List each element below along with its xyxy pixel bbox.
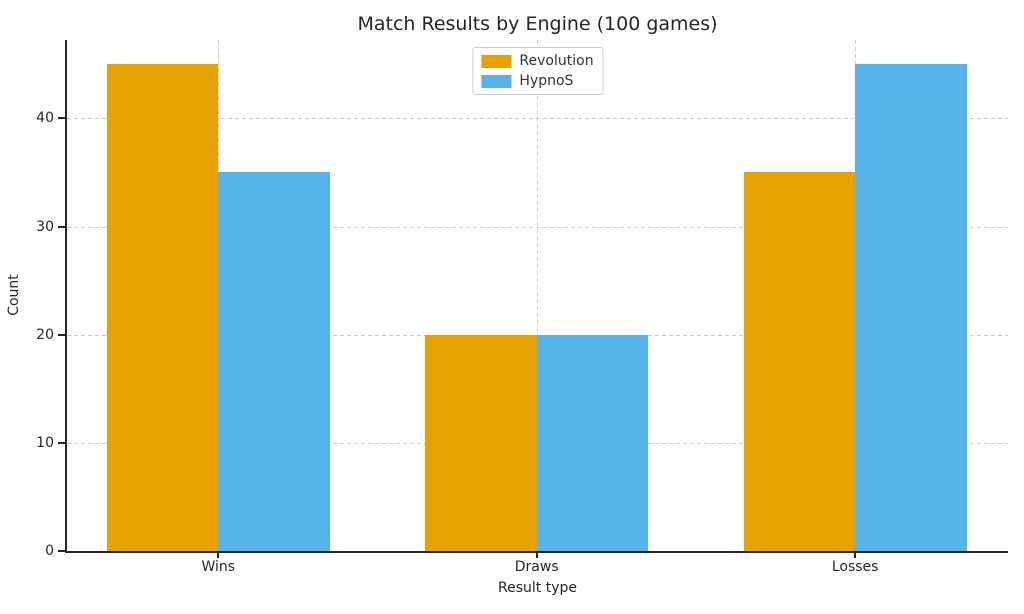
bar-revolution-draws	[425, 334, 537, 551]
y-tick-mark-20	[58, 333, 65, 336]
y-tick-mark-30	[58, 225, 65, 228]
bar-hypnos-wins	[218, 172, 330, 551]
y-tick-label-20: 20	[36, 326, 54, 343]
bar-hypnos-draws	[536, 334, 649, 551]
y-tick-mark-10	[58, 441, 65, 444]
x-tick-label-wins: Wins	[201, 559, 236, 575]
x-tick-mark-losses	[854, 551, 857, 558]
legend-item-hypnos: HypnoS	[481, 73, 593, 89]
legend-swatch-revolution	[481, 54, 512, 68]
chart-title: Match Results by Engine (100 games)	[357, 13, 718, 35]
y-tick-label-10: 10	[36, 434, 54, 451]
legend-label-revolution: Revolution	[519, 53, 594, 69]
bar-revolution-wins	[106, 64, 219, 551]
y-axis-spine	[65, 40, 67, 553]
plot-area	[65, 40, 1008, 553]
bar-hypnos-losses	[855, 64, 967, 551]
y-axis-label: Count	[6, 274, 22, 316]
x-tick-label-losses: Losses	[831, 559, 879, 575]
y-tick-mark-40	[58, 117, 65, 120]
gridline-x-draws	[536, 40, 538, 551]
x-tick-mark-wins	[217, 551, 220, 558]
y-tick-label-40: 40	[36, 110, 54, 127]
y-tick-mark-0	[58, 550, 65, 552]
legend-swatch-hypnos	[481, 74, 512, 88]
legend-label-hypnos: HypnoS	[519, 73, 574, 89]
x-axis-label: Result type	[498, 580, 577, 596]
x-tick-mark-draws	[535, 551, 538, 558]
legend: Revolution HypnoS	[472, 47, 604, 95]
x-tick-label-draws: Draws	[514, 559, 559, 575]
y-tick-label-0: 0	[45, 543, 54, 559]
legend-item-revolution: Revolution	[481, 53, 594, 69]
bar-revolution-losses	[743, 172, 856, 551]
y-tick-label-30: 30	[36, 218, 54, 235]
